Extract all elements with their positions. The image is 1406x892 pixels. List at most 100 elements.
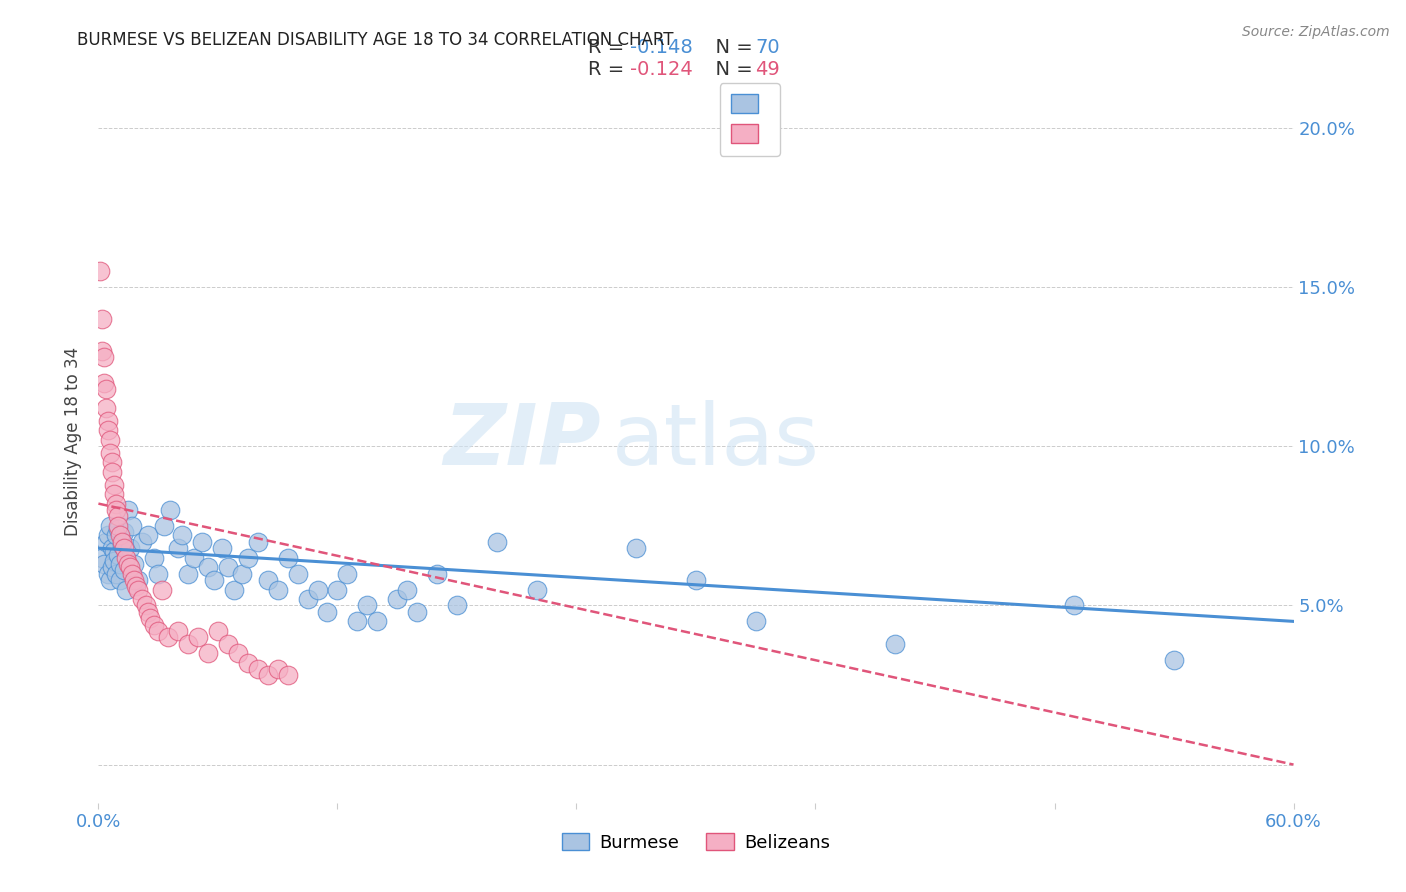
Point [117, 503, 139, 517]
Point [167, 624, 190, 638]
Point [211, 541, 233, 556]
Point [97, 566, 120, 581]
Point [107, 548, 129, 562]
Point [148, 624, 170, 638]
Point [124, 557, 146, 571]
Point [143, 550, 166, 565]
Point [131, 592, 153, 607]
Point [112, 564, 135, 578]
Point [236, 656, 259, 670]
Point [172, 528, 194, 542]
Text: -0.148: -0.148 [630, 38, 693, 57]
Point [97, 414, 120, 428]
Point [98, 433, 122, 447]
Point [93, 376, 115, 390]
Point [97, 528, 120, 542]
Point [101, 560, 124, 574]
Point [127, 573, 149, 587]
Text: N =: N = [703, 60, 759, 78]
Point [745, 615, 768, 629]
Point [112, 525, 135, 540]
Point [153, 519, 176, 533]
Text: 49: 49 [755, 60, 780, 78]
Point [316, 605, 339, 619]
Point [96, 401, 118, 416]
Point [277, 550, 299, 565]
Point [426, 566, 449, 581]
Point [110, 528, 132, 542]
Point [1163, 652, 1185, 666]
Point [236, 550, 259, 565]
Point [101, 465, 124, 479]
Point [277, 668, 299, 682]
Point [356, 599, 378, 613]
Point [685, 573, 707, 587]
Point [91, 343, 114, 358]
Point [112, 541, 135, 556]
Point [91, 550, 114, 565]
Point [396, 582, 419, 597]
Point [226, 646, 249, 660]
Point [222, 582, 245, 597]
Point [1063, 599, 1085, 613]
Text: ZIP: ZIP [443, 400, 600, 483]
Point [105, 566, 128, 581]
Point [177, 566, 200, 581]
Point [120, 560, 142, 574]
Point [191, 534, 214, 549]
Point [103, 477, 125, 491]
Point [326, 582, 349, 597]
Point [207, 624, 229, 638]
Point [231, 566, 253, 581]
Point [93, 350, 115, 364]
Point [111, 538, 134, 552]
Point [89, 264, 111, 278]
Point [139, 611, 162, 625]
Text: N =: N = [703, 38, 759, 57]
Point [217, 637, 239, 651]
Point [267, 662, 290, 676]
Point [93, 557, 115, 571]
Point [136, 605, 159, 619]
Point [101, 455, 124, 469]
Point [98, 445, 122, 459]
Point [267, 582, 290, 597]
Point [107, 522, 129, 536]
Point [385, 592, 409, 607]
Point [127, 582, 149, 597]
Point [111, 534, 134, 549]
Point [157, 630, 180, 644]
Point [110, 573, 132, 587]
Point [105, 528, 128, 542]
Point [884, 637, 907, 651]
Text: BURMESE VS BELIZEAN DISABILITY AGE 18 TO 34 CORRELATION CHART: BURMESE VS BELIZEAN DISABILITY AGE 18 TO… [77, 31, 673, 49]
Point [217, 560, 239, 574]
Point [202, 573, 225, 587]
Point [107, 519, 129, 533]
Text: atlas: atlas [613, 400, 820, 483]
Point [97, 424, 120, 438]
Text: R =: R = [588, 38, 630, 57]
Point [110, 557, 132, 571]
Point [159, 503, 181, 517]
Text: 70: 70 [755, 38, 780, 57]
Point [297, 592, 319, 607]
Point [103, 487, 125, 501]
Point [96, 382, 118, 396]
Point [121, 519, 143, 533]
Point [197, 560, 219, 574]
Point [131, 534, 153, 549]
Point [124, 573, 146, 587]
Point [117, 557, 139, 571]
Point [91, 312, 114, 326]
Point [526, 582, 548, 597]
Point [101, 541, 124, 556]
Point [107, 509, 129, 524]
Point [103, 544, 125, 558]
Point [98, 573, 122, 587]
Point [406, 605, 429, 619]
Point [246, 662, 269, 676]
Text: R =: R = [588, 60, 630, 78]
Point [135, 599, 157, 613]
Point [143, 617, 166, 632]
